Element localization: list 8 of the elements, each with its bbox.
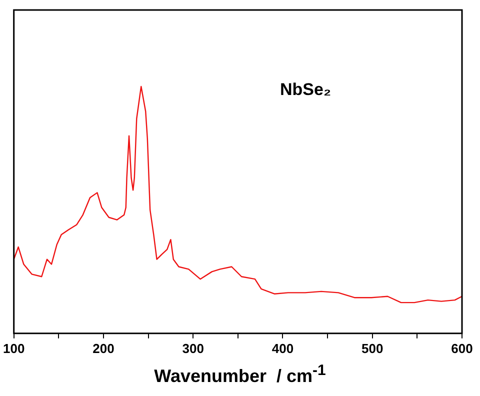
x-tick-label: 500 (362, 340, 384, 356)
x-tick-label: 100 (2, 340, 25, 356)
x-tick-label: 400 (272, 340, 294, 356)
x-tick-label: 200 (92, 340, 114, 356)
annotation: NbSe₂ (280, 80, 332, 100)
x-tick-label: 300 (182, 340, 204, 356)
x-tick-label: 600 (451, 340, 473, 356)
x-axis-title: Wavenumber / cm$^{-1}$ (153, 362, 327, 387)
